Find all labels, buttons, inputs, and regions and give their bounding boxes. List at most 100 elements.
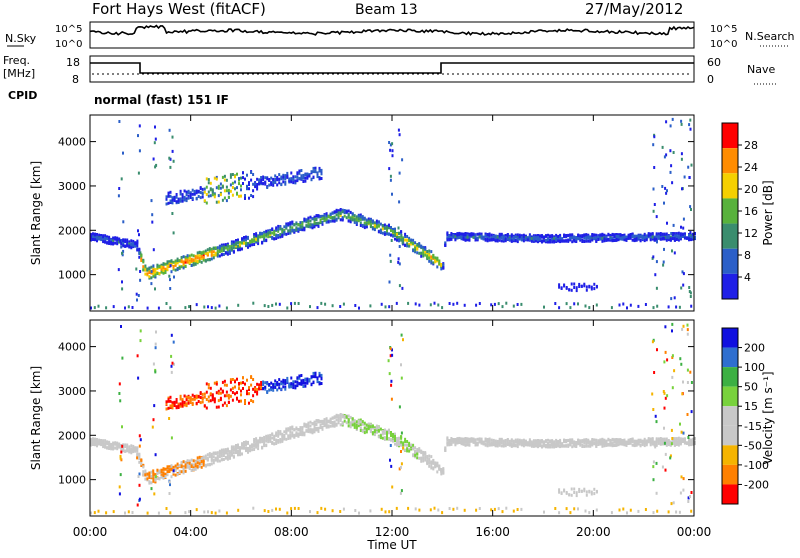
velocity-echo-cell [173,404,176,407]
velocity-echo-cell [390,434,392,438]
velocity-echo-cell [267,510,270,513]
power-echo-cell [480,236,483,240]
power-echo-cell [610,306,613,310]
power-echo-cell [114,241,117,245]
power-echo-cell [150,265,153,269]
power-echo-cell [172,159,175,163]
power-echo-cell [381,224,384,228]
power-echo-cell [152,272,155,276]
velocity-echo-cell [154,370,157,374]
power-echo-cell [472,232,475,236]
power-echo-cell [191,196,194,200]
velocity-echo-cell [213,381,216,385]
velocity-echo-cell [252,400,255,404]
power-echo-cell [500,239,503,243]
velocity-echo-cell [329,418,332,422]
velocity-echo-cell [254,387,257,391]
velocity-echo-cell [639,443,642,447]
power-echo-cell [144,264,147,268]
power-echo-cell [426,255,429,259]
power-echo-cell [475,303,478,307]
power-echo-cell [361,217,364,221]
power-echo-cell [593,233,596,237]
power-echo-cell [404,232,407,236]
velocity-echo-cell [490,508,493,512]
power-echo-cell [288,177,291,181]
power-echo-cell [192,254,195,258]
power-echo-cell [643,236,646,239]
power-echo-cell [193,192,196,196]
power-echo-cell [189,196,192,199]
power-echo-cell [424,253,427,257]
velocity-echo-cell [293,428,296,432]
velocity-echo-cell [269,438,272,442]
velocity-echo-cell [490,438,493,442]
power-echo-cell [643,239,646,243]
power-echo-cell [375,223,378,227]
velocity-echo-cell [331,509,334,513]
velocity-echo-cell [641,442,644,446]
velocity-echo-cell [619,439,622,443]
velocity-echo-cell [357,419,360,423]
power-echo-cell [354,304,357,307]
velocity-echo-cell [194,467,197,471]
power-echo-cell [221,185,224,189]
power-echo-cell [97,304,100,308]
power-echo-cell [301,222,304,226]
power-echo-cell [557,234,560,238]
velocity-echo-cell [245,449,247,453]
power-echo-cell [234,187,236,191]
power-echo-cell [136,239,139,243]
power-echo-cell [388,224,390,228]
power-echo-cell [622,302,625,306]
velocity-echo-cell [290,383,293,387]
power-echo-cell [285,224,288,228]
power-echo-cell [175,200,178,204]
velocity-echo-cell [375,426,378,430]
power-echo-cell [571,240,574,244]
power-echo-cell [324,302,327,306]
velocity-echo-cell [677,443,680,447]
power-echo-cell [629,303,632,307]
colorbar-tick-label: 50 [744,381,758,394]
power-echo-cell [397,128,400,132]
power-echo-cell [365,218,368,222]
power-echo-cell [381,231,384,235]
velocity-echo-cell [307,421,310,425]
velocity-echo-cell [389,354,392,358]
velocity-echo-cell [675,439,678,443]
velocity-echo-cell [675,437,678,441]
velocity-echo-cell [192,463,195,467]
power-echo-cell [317,221,320,225]
velocity-echo-cell [203,395,206,399]
power-echo-cell [169,157,172,161]
power-echo-cell [283,231,286,235]
velocity-echo-cell [557,444,560,448]
power-echo-cell [588,285,591,289]
power-echo-cell [181,193,184,197]
power-echo-cell [207,178,210,182]
velocity-echo-cell [162,467,165,471]
power-echo-cell [316,306,319,310]
power-echo-cell [506,237,509,241]
velocity-echo-cell [182,471,185,475]
power-echo-cell [191,192,194,196]
velocity-echo-cell [154,475,157,479]
velocity-echo-cell [585,440,588,444]
velocity-echo-cell [272,388,275,392]
velocity-echo-cell [201,400,204,404]
power-echo-cell [530,236,533,240]
power-echo-cell [317,224,320,228]
velocity-echo-cell [316,379,319,383]
velocity-echo-cell [150,487,153,491]
power-echo-cell [253,233,256,236]
velocity-echo-marks [90,322,696,515]
velocity-echo-cell [466,440,469,444]
power-echo-cell [164,270,167,274]
power-echo-cell [214,253,217,257]
velocity-echo-cell [185,395,188,399]
power-echo-cell [615,233,618,236]
power-echo-cell [225,189,228,193]
velocity-echo-cell [100,441,103,445]
